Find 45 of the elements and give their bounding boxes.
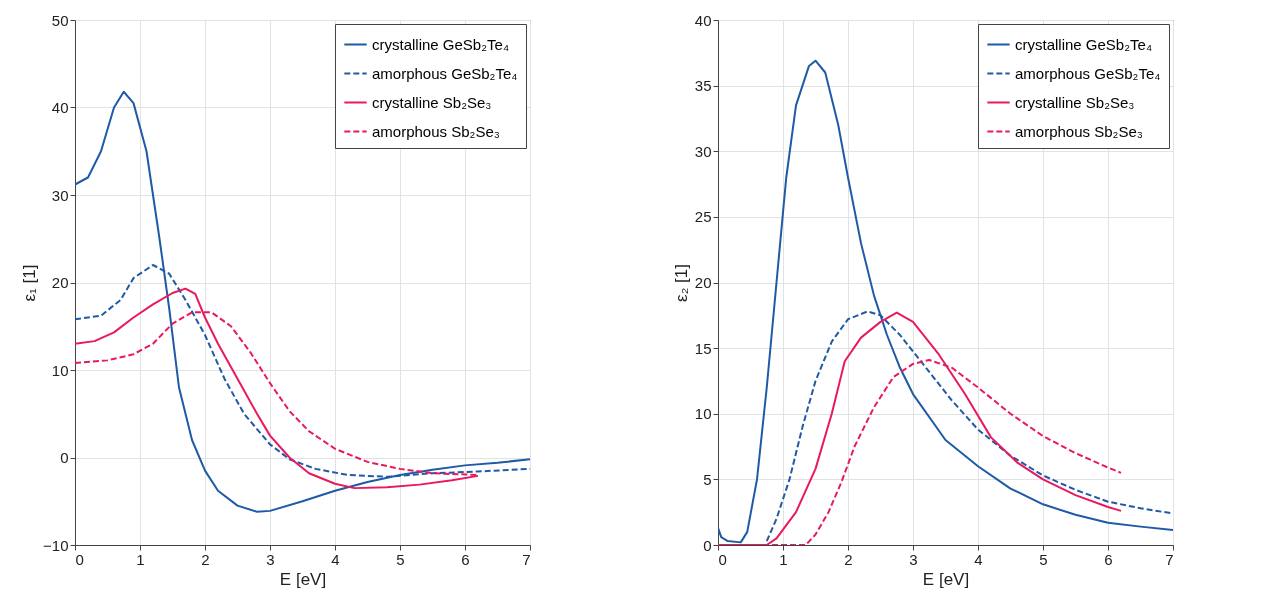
x-tick-label: 0 — [75, 550, 84, 568]
x-axis-title: E [eV] — [279, 569, 327, 589]
y-axis-title: ε₁ [1] — [20, 264, 40, 302]
y-tick-label: 30 — [51, 186, 69, 204]
x-tick-label: 4 — [331, 550, 340, 568]
y-tick-label: 20 — [694, 274, 712, 291]
x-tick-label: 6 — [1104, 550, 1113, 568]
line-series — [75, 90, 530, 513]
x-tick-label: 2 — [844, 550, 853, 568]
x-tick-label: 3 — [909, 550, 918, 568]
y-tick-label: 0 — [60, 449, 69, 466]
x-tick-label: 2 — [201, 550, 210, 568]
y-tick-label: 10 — [694, 405, 712, 423]
y-tick-label: 50 — [51, 11, 69, 29]
legend-label: amorphous GeSb₂Te₄ — [1015, 64, 1161, 82]
x-tick-label: 1 — [779, 550, 788, 568]
y-tick-label: 40 — [694, 11, 712, 29]
y-tick-label: 15 — [694, 339, 712, 357]
y-tick-label: 40 — [51, 99, 69, 116]
y-axis-title: ε₂ [1] — [671, 264, 691, 302]
x-tick-label: 4 — [974, 550, 983, 568]
x-tick-label: 7 — [1165, 550, 1174, 568]
legend-label: amorphous Sb₂Se₃ — [1015, 122, 1143, 140]
y-tick-label: 10 — [51, 361, 69, 379]
x-axis-title: E [eV] — [922, 569, 970, 589]
legend-label: crystalline Sb₂Se₃ — [1015, 93, 1135, 111]
y-tick-label: 0 — [703, 536, 712, 554]
y-tick-label: 5 — [703, 470, 712, 488]
x-tick-label: 5 — [396, 550, 405, 568]
y-tick-label: 30 — [694, 142, 712, 160]
legend-label: amorphous GeSb₂Te₄ — [372, 64, 518, 82]
x-tick-label: 6 — [461, 550, 470, 568]
x-tick-label: 3 — [266, 550, 275, 568]
legend-label: crystalline Sb₂Se₃ — [372, 93, 492, 111]
y-tick-label: 35 — [694, 77, 712, 95]
legend-label: amorphous Sb₂Se₃ — [372, 122, 500, 140]
y-tick-label: 20 — [51, 274, 69, 291]
x-tick-label: 5 — [1039, 550, 1048, 568]
x-tick-label: 0 — [718, 550, 727, 568]
x-tick-label: 7 — [522, 550, 531, 568]
y-tick-label: 25 — [694, 208, 712, 226]
legend-label: crystalline GeSb₂Te₄ — [372, 35, 509, 53]
y-tick-label: −10 — [43, 536, 69, 554]
x-tick-label: 1 — [136, 550, 145, 568]
legend-label: crystalline GeSb₂Te₄ — [1015, 35, 1152, 53]
